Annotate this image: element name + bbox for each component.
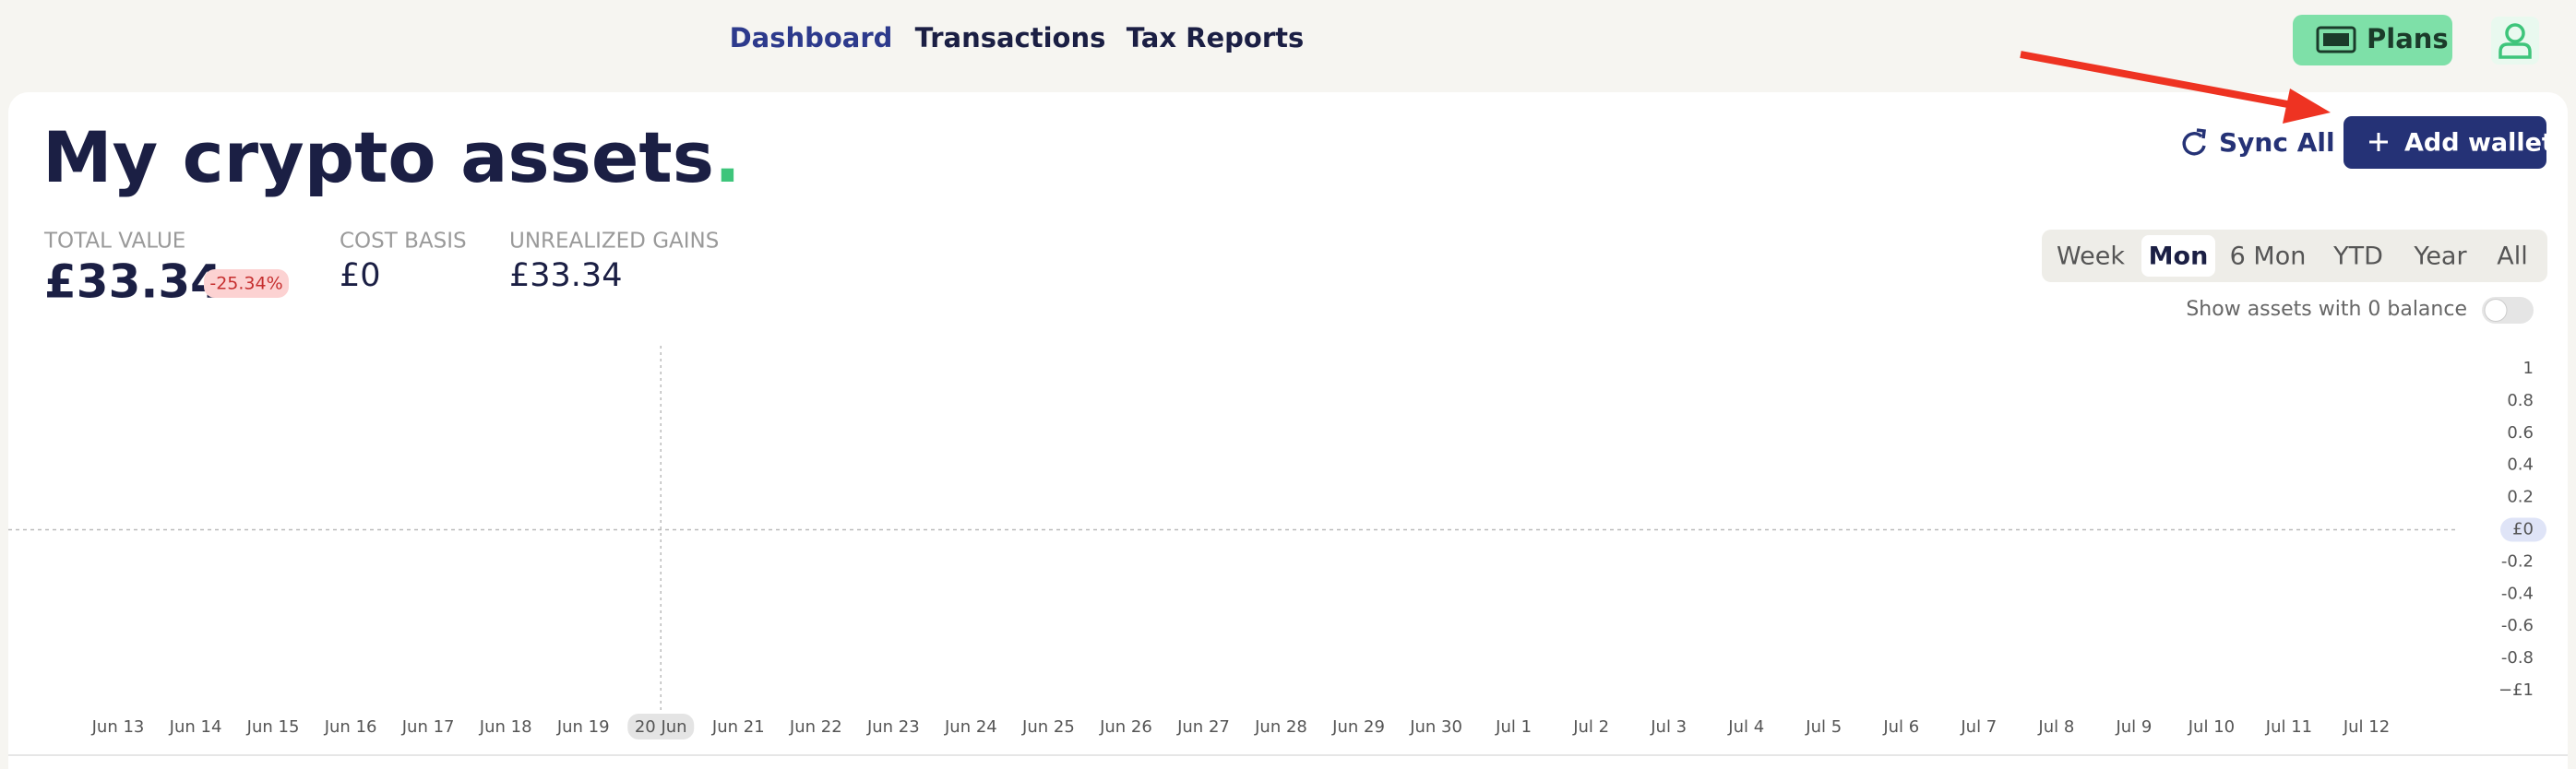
x-tick-label: Jun 19 — [556, 717, 610, 737]
arrow-shaft — [2020, 51, 2298, 110]
stat-label: COST BASIS — [340, 230, 467, 254]
stat-value: £33.34 — [509, 257, 622, 294]
range-option[interactable]: Year — [2413, 243, 2467, 271]
y-tick-label: 0.8 — [2507, 391, 2534, 410]
x-tick-label: Jun 16 — [324, 717, 377, 737]
crosshair-pill — [627, 714, 695, 739]
range-active — [2141, 235, 2215, 277]
nav-link[interactable]: Dashboard — [730, 22, 893, 53]
y-tick-label: -0.2 — [2501, 551, 2534, 571]
x-tick-label: Jul 2 — [1572, 717, 1609, 737]
stat-value: £33.34 — [44, 255, 222, 309]
nav-link[interactable]: Tax Reports — [1127, 22, 1305, 53]
crosshair-label: 20 Jun — [635, 717, 687, 737]
x-tick-label: Jun 17 — [401, 717, 455, 737]
nav-link[interactable]: Transactions — [915, 22, 1106, 53]
chart: −£1 -0.8 -0.6 -0.4 -0.2 £0 0.2 0.4 0.6 0.8 1 Jun 13… — [8, 346, 2546, 739]
x-tick-label: Jul 12 — [2343, 717, 2390, 737]
page-title: My crypto assets. — [42, 116, 741, 198]
badge: -25.34% — [209, 274, 282, 294]
x-tick-label: Jun 13 — [91, 717, 145, 737]
avatar-body — [2498, 42, 2532, 59]
x-tick-label: Jun 18 — [479, 717, 532, 737]
x-tick-label: Jul 1 — [1495, 717, 1532, 737]
x-tick-label: Jun 15 — [246, 717, 300, 737]
x-tick-label: Jun 28 — [1254, 717, 1307, 737]
x-tick-label: Jun 22 — [789, 717, 842, 737]
range-option[interactable]: YTD — [2332, 243, 2383, 271]
y-tick-label: 1 — [2523, 359, 2534, 378]
y-tick-label: -0.8 — [2501, 648, 2534, 668]
y-tick-label: -0.6 — [2501, 616, 2534, 635]
x-tick-label: Jul 9 — [2115, 717, 2152, 737]
x-tick-label: Jul 11 — [2265, 717, 2312, 737]
x-tick-label: Jul 4 — [1727, 717, 1764, 737]
y-tick-label: -0.4 — [2501, 584, 2534, 603]
arrow-head — [2283, 89, 2331, 124]
avatar[interactable] — [2491, 17, 2539, 65]
x-tick-label: Jun 14 — [169, 717, 222, 737]
plans-label: Plans — [2367, 23, 2449, 54]
x-tick-label: Jun 30 — [1409, 717, 1462, 737]
x-tick-label: Jun 29 — [1331, 717, 1385, 737]
nav: Dashboard Transactions Tax Reports — [730, 22, 1305, 53]
range-option[interactable]: Week — [2057, 243, 2125, 271]
range-option[interactable]: All — [2497, 243, 2527, 271]
plans-icon — [2316, 26, 2356, 53]
x-tick-label: Jul 3 — [1650, 717, 1687, 737]
x-tick-label: Jun 25 — [1021, 717, 1075, 737]
sync-icon — [2182, 132, 2206, 156]
x-tick-label: Jul 8 — [2037, 717, 2074, 737]
sync-all[interactable]: Sync All — [2219, 127, 2335, 158]
y-tick-label: £0 — [2512, 520, 2534, 539]
x-tick-label: Jun 24 — [944, 717, 997, 737]
stat-label: UNREALIZED GAINS — [509, 230, 719, 254]
x-tick-label: Jul 6 — [1882, 717, 1919, 737]
range-option[interactable]: Mon — [2149, 243, 2209, 271]
add-wallet-label: Add wallet — [2404, 129, 2554, 158]
y-tick-label: 0.2 — [2507, 488, 2534, 507]
range-option[interactable]: 6 Mon — [2230, 243, 2307, 271]
y-tick-label: 0.6 — [2507, 423, 2534, 443]
avatar-head — [2505, 23, 2525, 43]
x-tick-label: Jun 27 — [1176, 717, 1230, 737]
card — [8, 92, 2568, 769]
add-wallet-button[interactable] — [2343, 116, 2546, 169]
ranges: Week Mon 6 Mon YTD Year All — [2057, 235, 2528, 277]
x-tick-label: Jun 26 — [1099, 717, 1152, 737]
toggle-label: Show assets with 0 balance — [2186, 298, 2467, 321]
plus-icon — [2369, 133, 2388, 151]
sync-icon-arrow — [2196, 128, 2206, 139]
y-tick-label: 0.4 — [2507, 455, 2534, 475]
stat-label: TOTAL VALUE — [43, 230, 185, 254]
x-tick-label: Jul 7 — [1960, 717, 1997, 737]
x-tick-label: Jun 21 — [711, 717, 765, 737]
badge-bg — [204, 269, 289, 298]
stats: TOTAL VALUE£33.34-25.34%COST BASIS£0UNRE… — [43, 230, 719, 309]
plans-icon-inner — [2323, 33, 2349, 46]
annotation-arrow — [2020, 51, 2331, 124]
x-tick-label: Jun 23 — [866, 717, 920, 737]
zero-pill — [2500, 517, 2546, 542]
x-tick-label: Jul 10 — [2188, 717, 2235, 737]
y-tick-label: −£1 — [2498, 680, 2534, 700]
x-tick-label: Jul 5 — [1805, 717, 1842, 737]
toggle-knob — [2484, 299, 2508, 322]
stat-value: £0 — [340, 257, 381, 294]
